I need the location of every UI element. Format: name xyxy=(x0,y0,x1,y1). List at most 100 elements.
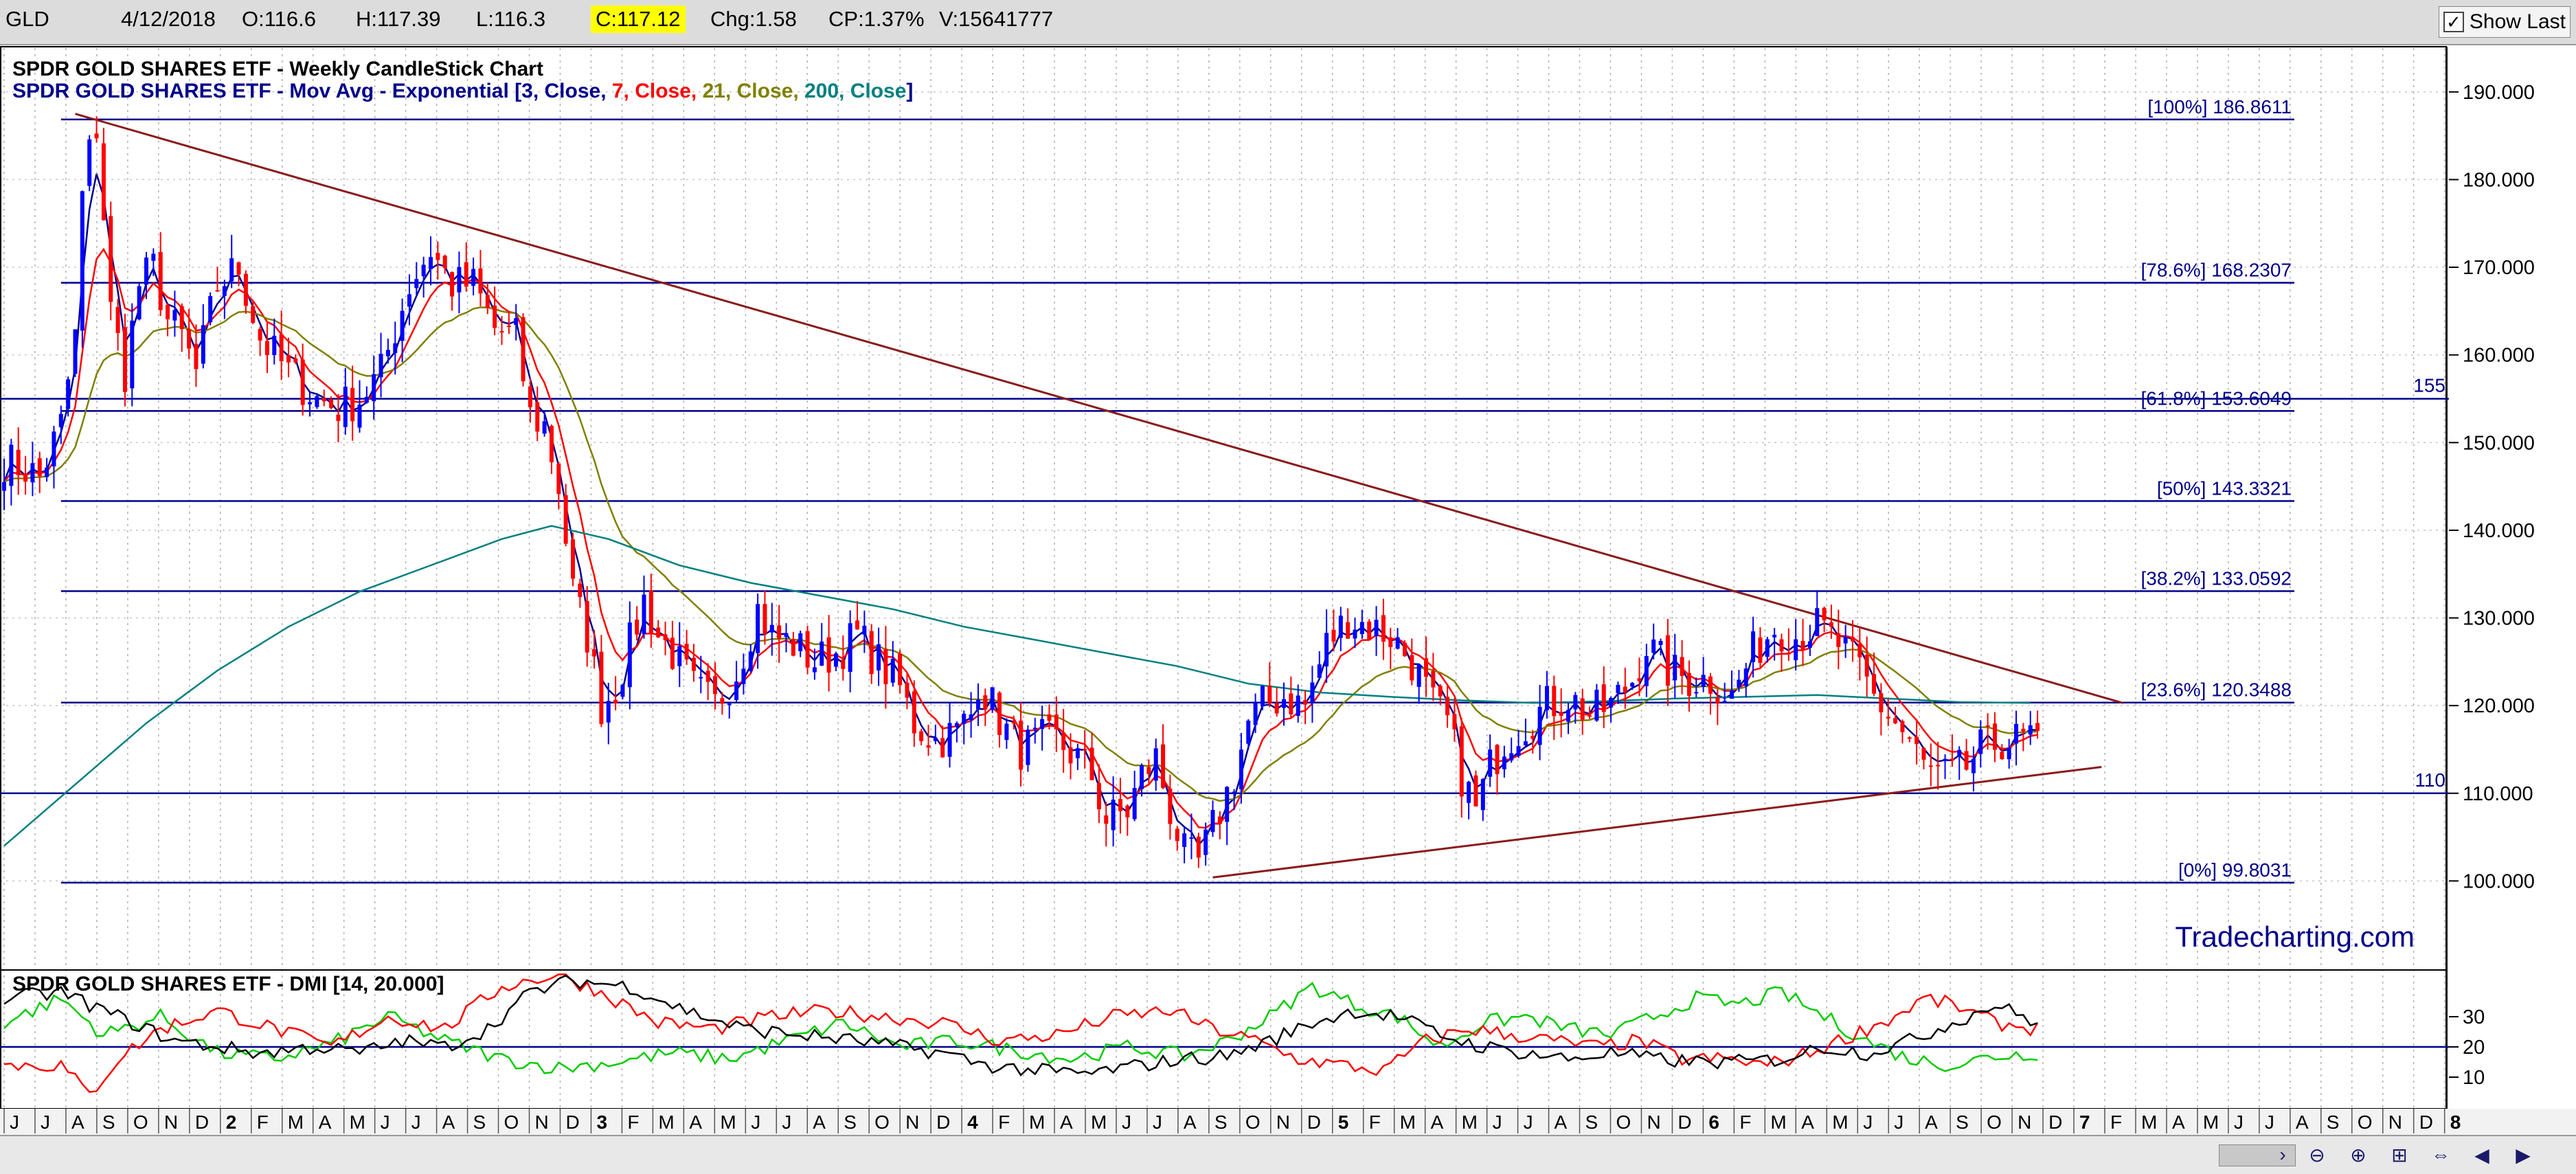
candle-body xyxy=(848,623,852,673)
month-label: F xyxy=(627,1111,639,1133)
candle-body xyxy=(1210,810,1215,833)
ma-legend-prefix: SPDR GOLD SHARES ETF - Mov Avg - Exponen… xyxy=(12,80,521,102)
trendlines xyxy=(75,113,2123,879)
candle-body xyxy=(563,495,568,544)
candle-body xyxy=(1630,683,1635,687)
panel-frames xyxy=(0,46,2448,1133)
candle-body xyxy=(585,600,589,653)
candle-body xyxy=(1673,655,1677,681)
candle-body xyxy=(1175,828,1179,842)
candle-body xyxy=(1168,789,1173,824)
dmi-panel: 10 20 30 xyxy=(0,973,2485,1093)
month-label: M xyxy=(288,1111,304,1133)
candlestick-chart[interactable]: [100%] 186.8611[78.6%] 168.2307[61.8%] 1… xyxy=(0,45,2576,1135)
level-label: 155 xyxy=(2413,374,2445,396)
candle-body xyxy=(627,622,632,688)
scroll-right-icon[interactable]: ▶ xyxy=(2516,1144,2531,1166)
candle-body xyxy=(997,692,1002,735)
candle-body xyxy=(1516,746,1521,756)
candle-body xyxy=(1644,656,1649,686)
year-label: 3 xyxy=(596,1111,607,1133)
fib-level-label: [100%] 186.8611 xyxy=(2147,96,2292,117)
month-label: A xyxy=(442,1111,455,1133)
horizontal-scrollbar[interactable]: › ⊖ ⊕ ⊞ ⇔ ◀ ▶ xyxy=(0,1135,2576,1174)
dmi-title: SPDR GOLD SHARES ETF - DMI [14, 20.000] xyxy=(12,973,444,995)
candle-body xyxy=(293,358,298,363)
candle-body xyxy=(478,268,483,294)
month-label: N xyxy=(2018,1111,2031,1133)
candle-body xyxy=(264,341,269,355)
candle-body xyxy=(1011,721,1016,724)
candle-body xyxy=(1950,758,1954,761)
show-last-toggle[interactable]: ✓ Show Last xyxy=(2438,6,2571,38)
candle-body xyxy=(236,262,241,275)
month-label: S xyxy=(2327,1111,2340,1133)
candle-body xyxy=(350,387,355,422)
candle-body xyxy=(243,273,248,306)
volume-value: V:15641777 xyxy=(939,7,1054,31)
pan-both-icon[interactable]: ⇔ xyxy=(2431,1144,2450,1165)
candle-body xyxy=(80,191,84,331)
candle-body xyxy=(1189,837,1194,839)
candle-body xyxy=(436,253,440,260)
candle-body xyxy=(1388,637,1393,647)
candle-body xyxy=(677,646,682,666)
month-label: M xyxy=(1091,1111,1107,1133)
candle-body xyxy=(1765,639,1770,657)
candle-body xyxy=(1665,635,1670,686)
candle-body xyxy=(1708,676,1713,694)
candle-body xyxy=(179,306,184,330)
candle-body xyxy=(300,359,305,405)
candle-body xyxy=(720,698,725,704)
price-tick-label: 110.000 xyxy=(2463,783,2533,805)
month-label: D xyxy=(1677,1111,1691,1133)
candle-body xyxy=(1836,633,1841,647)
month-label: M xyxy=(1832,1111,1848,1133)
scroll-left-icon[interactable]: ◀ xyxy=(2474,1144,2489,1166)
candle-body xyxy=(1936,765,1941,767)
candle-body xyxy=(187,329,192,349)
month-label: J xyxy=(1493,1111,1502,1133)
candle-body xyxy=(592,649,597,657)
month-label: D xyxy=(565,1111,579,1133)
chart-area[interactable]: [100%] 186.8611 [78.6%] 168.2307 [61.8%] 1… xyxy=(0,45,2576,1174)
candle-body xyxy=(1588,715,1592,717)
candle-body xyxy=(1658,641,1663,645)
candle-body xyxy=(1182,833,1187,847)
candle-body xyxy=(1914,736,1919,745)
year-label: 8 xyxy=(2450,1111,2461,1133)
candle-body xyxy=(1594,690,1599,721)
candle-body xyxy=(705,670,710,682)
month-label: J xyxy=(1863,1111,1873,1133)
candle-body xyxy=(926,745,931,748)
candle-body xyxy=(421,264,426,277)
candle-body xyxy=(713,676,717,695)
candle-body xyxy=(1282,699,1286,708)
candle-body xyxy=(1751,631,1756,662)
checkbox-icon[interactable]: ✓ xyxy=(2443,12,2464,32)
candle-body xyxy=(1743,668,1748,686)
scroll-thumb[interactable] xyxy=(2219,1144,2296,1166)
zoom-fit-icon[interactable]: ⊞ xyxy=(2391,1144,2408,1166)
year-label: 6 xyxy=(1708,1111,1719,1133)
candle-body xyxy=(535,402,540,432)
candle-body xyxy=(1204,829,1208,855)
month-label: F xyxy=(257,1111,269,1133)
scroll-right-arrow-icon[interactable]: › xyxy=(2279,1144,2286,1165)
candle-body xyxy=(286,354,291,363)
candle-body xyxy=(16,449,21,475)
candle-body xyxy=(109,216,113,302)
candle-body xyxy=(1232,791,1236,793)
month-label: M xyxy=(720,1111,736,1133)
candle-body xyxy=(1289,693,1293,714)
zoom-out-icon[interactable]: ⊖ xyxy=(2309,1144,2325,1166)
candle-body xyxy=(855,620,859,630)
month-label: J xyxy=(41,1111,50,1133)
candle-body xyxy=(1054,714,1059,730)
candle-body xyxy=(975,699,980,710)
candle-body xyxy=(1473,775,1478,806)
candle-body xyxy=(1907,737,1912,739)
zoom-in-icon[interactable]: ⊕ xyxy=(2350,1144,2366,1166)
dmi-line xyxy=(3,973,2039,1093)
candle-body xyxy=(1324,633,1329,667)
